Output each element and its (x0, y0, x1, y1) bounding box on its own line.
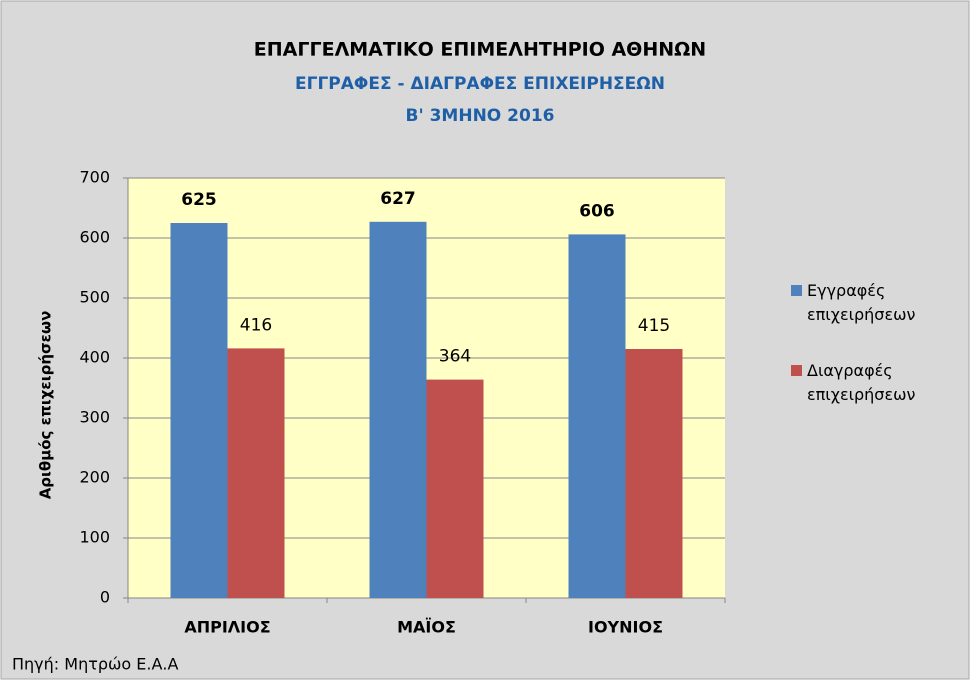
bar (625, 349, 683, 598)
bar (227, 348, 285, 598)
chart-subtitle: Β' 3ΜΗΝΟ 2016 (406, 106, 555, 126)
bar (568, 234, 626, 598)
data-label: 625 (181, 190, 217, 210)
x-tick-label: ΑΠΡΙΛΙΟΣ (184, 618, 270, 637)
bar (170, 223, 228, 598)
y-tick-label: 600 (79, 228, 110, 247)
y-tick-label: 500 (79, 288, 110, 307)
data-label: 627 (380, 189, 416, 209)
data-label: 606 (579, 201, 615, 221)
chart-subtitle: ΕΓΓΡΑΦΕΣ - ΔΙΑΓΡΑΦΕΣ ΕΠΙΧΕΙΡΗΣΕΩΝ (295, 74, 665, 94)
data-label: 415 (638, 316, 670, 336)
y-tick-label: 400 (79, 348, 110, 367)
y-tick-label: 200 (79, 468, 110, 487)
y-tick-label: 0 (100, 588, 110, 607)
data-label: 416 (240, 315, 272, 335)
y-axis-label: Αριθμός επιχειρήσεων (37, 311, 55, 500)
chart-title: ΕΠΑΓΓΕΛΜΑΤΙΚΟ ΕΠΙΜΕΛΗΤΗΡΙΟ ΑΘΗΝΩΝ (254, 39, 706, 61)
legend-label: Εγγραφές επιχειρήσεων (807, 281, 915, 324)
y-tick-label: 700 (79, 168, 110, 187)
source-note: Πηγή: Μητρώο Ε.Α.Α (12, 655, 178, 674)
legend-swatch (791, 365, 802, 376)
legend-label: Διαγραφές επιχειρήσεων (807, 361, 915, 404)
bar (426, 379, 484, 598)
y-tick-label: 300 (79, 408, 110, 427)
bar (369, 221, 427, 599)
data-label: 364 (439, 347, 471, 367)
x-tick-label: ΙΟΥΝΙΟΣ (588, 618, 663, 637)
x-tick-label: ΜΑΪΟΣ (397, 618, 456, 637)
y-tick-label: 100 (79, 528, 110, 547)
legend-swatch (791, 285, 802, 296)
